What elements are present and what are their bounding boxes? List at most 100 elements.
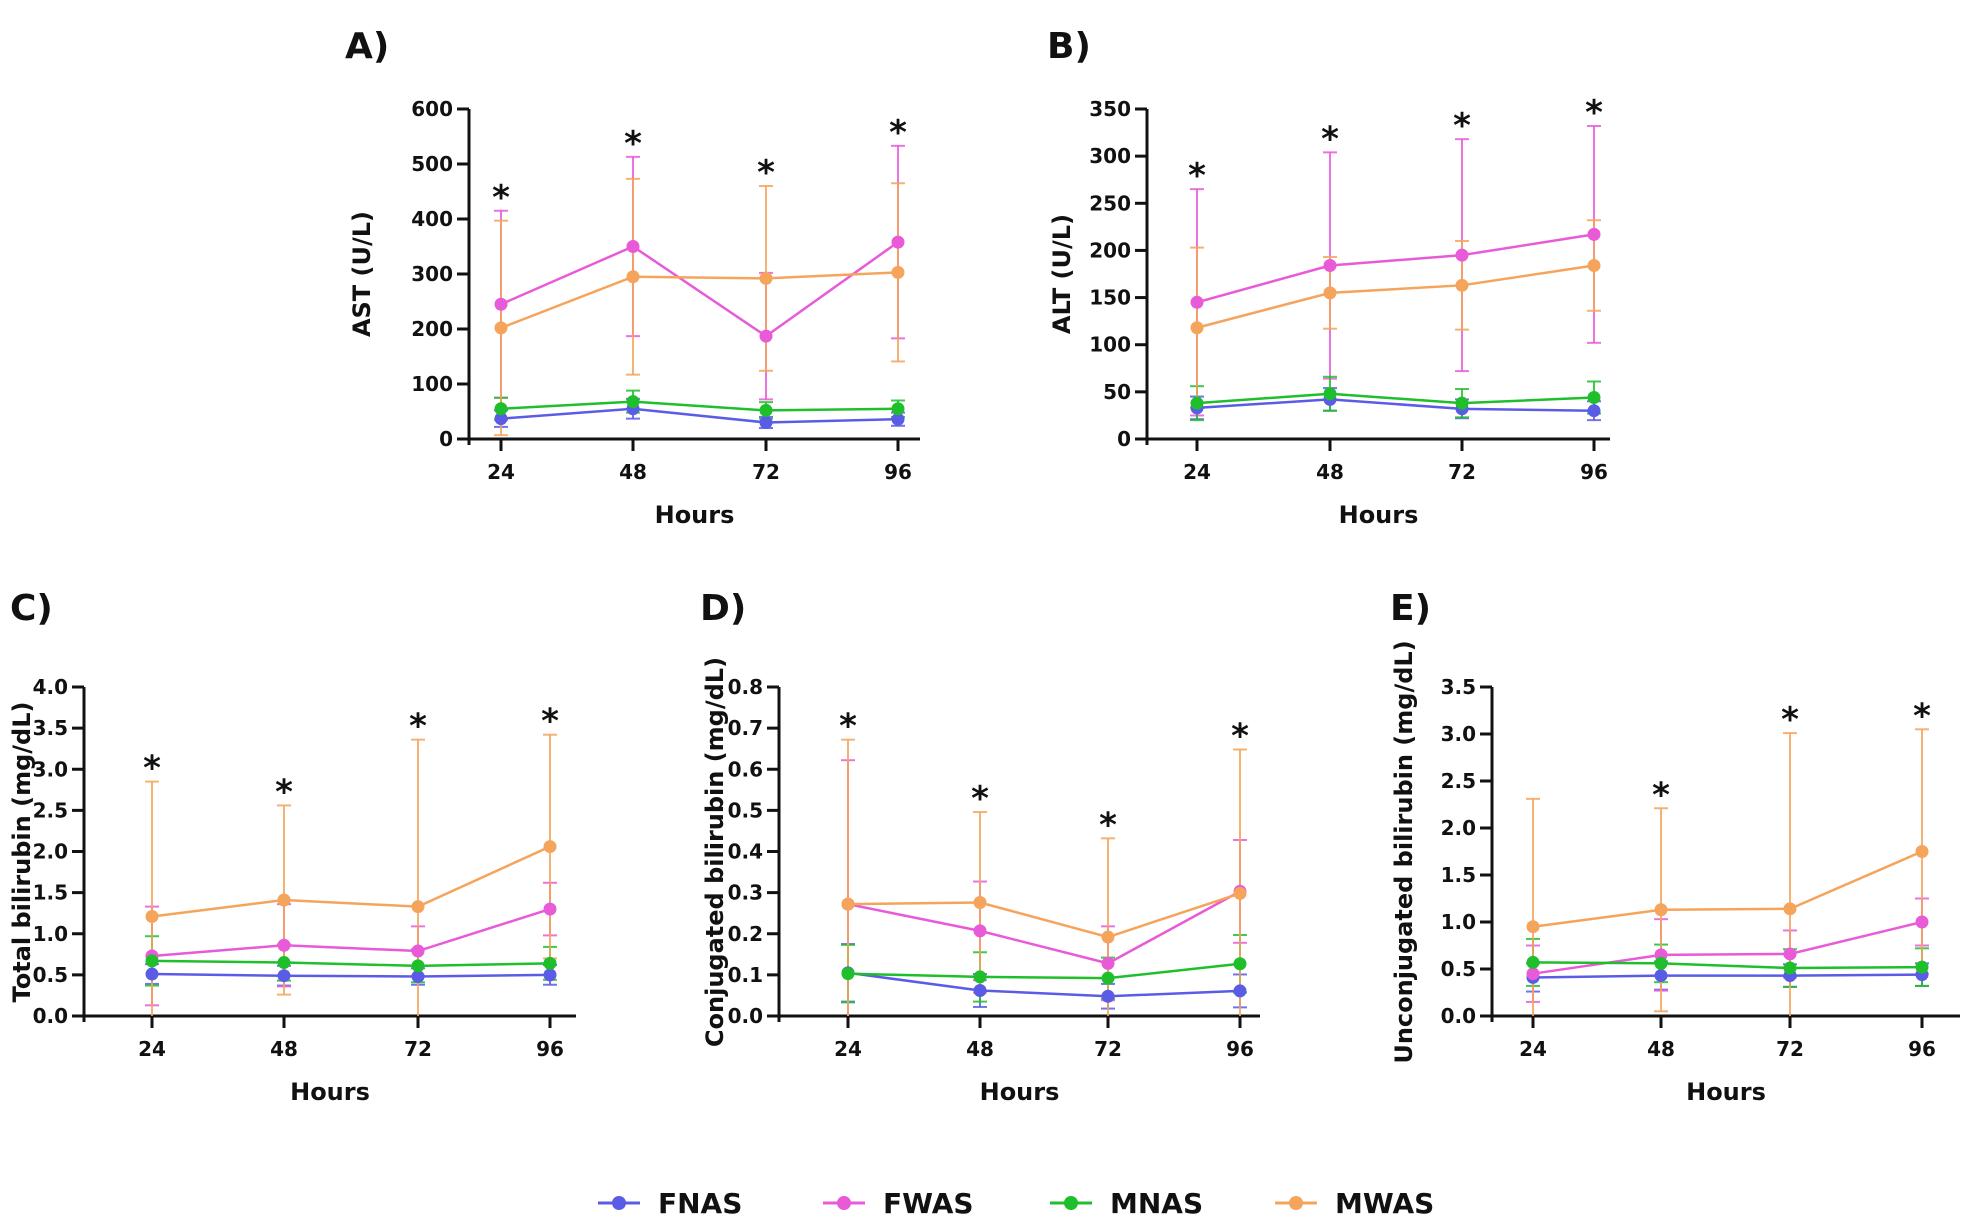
data-point-mnas (494, 402, 508, 416)
data-point-mwas (411, 900, 425, 914)
legend-marker (1289, 1196, 1303, 1210)
data-point-mnas (1455, 396, 1469, 410)
data-point-mnas (626, 395, 640, 409)
data-point-fnas (891, 412, 905, 426)
series-line-mwas (500, 271, 899, 330)
data-point-fnas (759, 416, 773, 429)
series-line-fwas (1196, 233, 1595, 304)
data-point-fnas (1587, 404, 1601, 418)
significance-star: * (492, 178, 510, 218)
x-tick-label: 48 (619, 460, 647, 484)
data-point-mnas (145, 954, 159, 968)
x-tick-label: 24 (1183, 460, 1211, 484)
data-point-fnas (411, 970, 425, 984)
data-point-fwas (1101, 956, 1115, 970)
y-tick-label: 0.0 (728, 1004, 763, 1028)
data-point-fwas (1783, 947, 1797, 961)
chart-3: D) 0.0 0.1 0.2 0.3 0.4 0.5 0.6 0.7 0.8 24 48 72 96 Hou… (700, 588, 1260, 1106)
y-tick-label: 350 (1089, 97, 1131, 121)
series-line-mnas (847, 962, 1241, 980)
y-tick-label: 50 (1103, 380, 1131, 404)
data-point-mwas (543, 840, 557, 854)
chart-1: B) 0 50 100 150 200 250 300 350 24 48 72 96 Hours ALT … (1047, 26, 1610, 529)
x-tick-label: 24 (834, 1037, 862, 1061)
data-point-fnas (1101, 989, 1115, 1003)
data-point-mwas (277, 893, 291, 907)
series-group (494, 144, 905, 437)
data-point-fwas (759, 329, 773, 343)
y-axis-title: Conjugated bilirubin (mg/dL) (701, 657, 729, 1047)
significance-star: * (1652, 775, 1670, 815)
y-axis-title: Unconjugated bilirubin (mg/dL) (1390, 640, 1418, 1063)
data-point-mwas (626, 270, 640, 284)
significance-star: * (1913, 696, 1931, 736)
x-tick-label: 72 (1776, 1037, 1804, 1061)
x-tick-label: 48 (270, 1037, 298, 1061)
data-point-fwas (1587, 227, 1601, 241)
significance-star: * (624, 124, 642, 164)
y-tick-label: 100 (411, 372, 453, 396)
series-line-fnas (151, 972, 551, 978)
y-tick-label: 250 (1089, 191, 1131, 215)
series-line-fnas (500, 407, 899, 424)
y-axis-title: Total bilirubin (mg/dL) (8, 702, 36, 1003)
data-point-mnas (1915, 960, 1929, 974)
data-point-mnas (1233, 957, 1247, 971)
chart-0: A) 0 100 200 300 400 500 600 24 48 72 96 Hours AST (U… (345, 26, 920, 529)
series-line-fwas (151, 907, 551, 958)
data-point-mwas (145, 909, 159, 923)
y-tick-label: 0.2 (728, 922, 763, 946)
y-tick-label: 2.5 (33, 798, 68, 822)
legend-marker (837, 1196, 851, 1210)
x-tick-label: 48 (1316, 460, 1344, 484)
y-tick-label: 2.0 (1441, 816, 1476, 840)
series-line-mnas (1532, 961, 1923, 970)
significance-star: * (275, 772, 293, 812)
data-point-mwas (1654, 903, 1668, 917)
data-point-mnas (1190, 396, 1204, 410)
panel-label: A) (345, 26, 389, 67)
x-axis-title: Hours (1686, 1078, 1766, 1106)
data-point-fwas (1915, 915, 1929, 929)
series-line-fnas (1196, 398, 1595, 412)
y-tick-label: 100 (1089, 333, 1131, 357)
series-line-fwas (1532, 920, 1923, 975)
series-line-mwas (847, 892, 1241, 939)
significance-star: * (1231, 717, 1249, 757)
y-tick-label: 600 (411, 97, 453, 121)
series-line-fnas (1532, 973, 1923, 979)
data-point-fwas (411, 944, 425, 958)
legend-label: MNAS (1110, 1187, 1203, 1220)
y-tick-label: 0.3 (728, 881, 763, 905)
series-line-fwas (500, 241, 899, 338)
data-point-mwas (1190, 321, 1204, 335)
series-line-fwas (847, 890, 1241, 965)
data-point-fnas (145, 967, 159, 981)
data-point-fwas (1190, 295, 1204, 309)
y-tick-label: 1.0 (1441, 910, 1476, 934)
significance-star: * (143, 749, 161, 789)
y-tick-label: 3.0 (1441, 722, 1476, 746)
y-tick-label: 0.5 (728, 798, 763, 822)
series-line-mnas (1196, 392, 1595, 405)
significance-star: * (1188, 156, 1206, 196)
chart-2: C) 0.0 0.5 1.0 1.5 2.0 2.5 3.0 3.5 4.0 24 48 72 96 Hou… (8, 588, 576, 1106)
series-line-mnas (500, 400, 899, 412)
x-tick-label: 72 (1448, 460, 1476, 484)
significance-star: * (409, 707, 427, 747)
significance-star: * (1781, 700, 1799, 740)
data-point-mwas (1526, 920, 1540, 934)
series-line-mwas (1196, 264, 1595, 329)
data-point-fwas (973, 924, 987, 938)
significance-star: * (1321, 119, 1339, 159)
data-point-mnas (1783, 961, 1797, 975)
data-point-mwas (1323, 286, 1337, 300)
x-tick-label: 72 (1094, 1037, 1122, 1061)
x-tick-label: 72 (404, 1037, 432, 1061)
y-tick-label: 0.5 (33, 963, 68, 987)
x-tick-label: 72 (752, 460, 780, 484)
y-tick-label: 3.0 (33, 757, 68, 781)
data-point-mnas (1526, 955, 1540, 969)
